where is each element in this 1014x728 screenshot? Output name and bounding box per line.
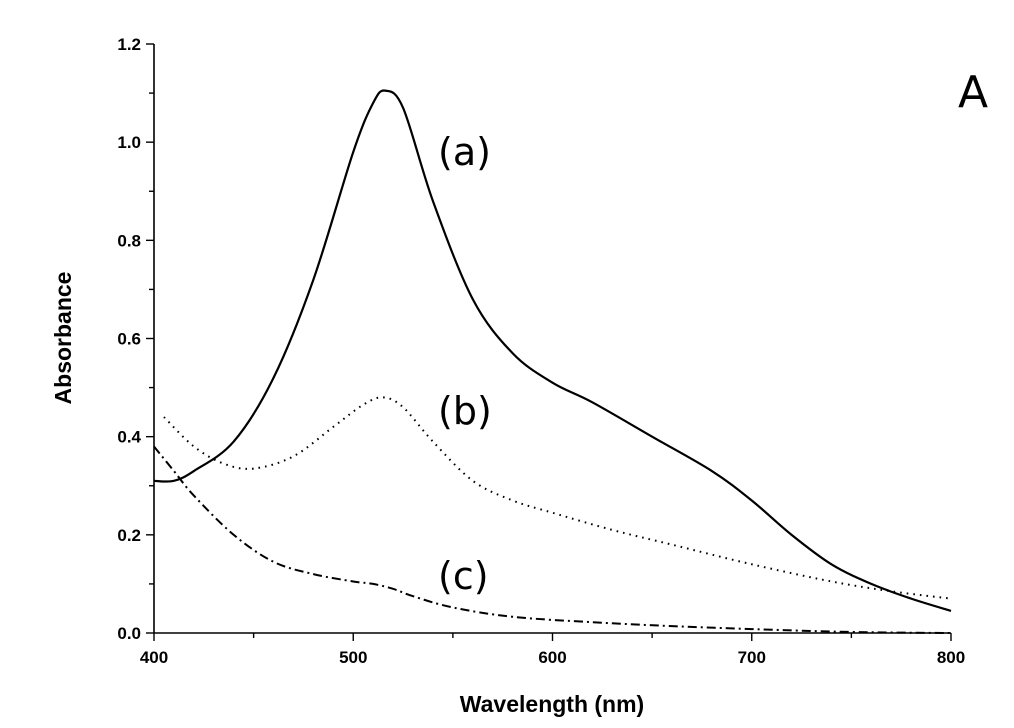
x-tick-label: 400	[140, 648, 168, 667]
y-axis-title: Absorbance	[50, 272, 76, 405]
plot-frame-axes	[153, 44, 951, 634]
y-tick-label: 1.0	[117, 133, 141, 152]
x-axis-title: Wavelength (nm)	[460, 691, 644, 717]
curve-label-a: (a)	[438, 130, 491, 174]
y-tick-label: 1.2	[117, 35, 141, 54]
x-tick-label: 600	[538, 648, 566, 667]
axes	[153, 44, 951, 634]
series-b-line	[163, 396, 952, 600]
series-c-line	[153, 445, 952, 634]
curve-label-c: (c)	[438, 554, 489, 598]
series-layer	[153, 89, 952, 634]
y-tick-label: 0.0	[117, 624, 141, 643]
y-tick-label: 0.6	[117, 330, 141, 349]
y-tick-label: 0.2	[117, 526, 141, 545]
x-tick-label: 700	[738, 648, 766, 667]
y-tick-label: 0.4	[117, 428, 141, 447]
curve-label-b: (b)	[438, 389, 492, 433]
series-a-line	[153, 89, 952, 612]
x-tick-label: 500	[339, 648, 367, 667]
x-tick-label: 800	[937, 648, 965, 667]
ticks: 400 500 600 700 800 0.0 0.2 0.4 0.6 0.8 1.0 1.2	[117, 35, 965, 667]
panel-label: A	[958, 67, 988, 118]
y-tick-label: 0.8	[117, 231, 141, 250]
curve-labels: (a) (b) (c)	[438, 130, 492, 598]
